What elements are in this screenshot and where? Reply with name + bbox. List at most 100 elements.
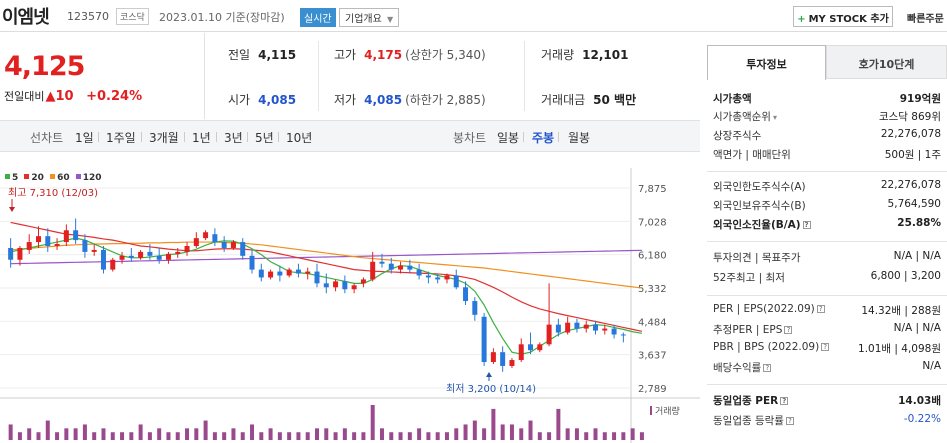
divider bbox=[278, 132, 279, 142]
foreign-limit-label: 외국인한도주식수(A) bbox=[713, 181, 806, 193]
candle-body bbox=[286, 269, 292, 276]
volume-bar bbox=[352, 432, 357, 440]
current-price: 4,125 bbox=[4, 51, 85, 82]
quote-date: 2023.01.10 기준(장마감) bbox=[159, 11, 285, 24]
candle-body bbox=[221, 242, 227, 248]
opinion-label: 투자의견 | 목표주가 bbox=[713, 252, 801, 264]
volume-bar bbox=[212, 432, 217, 440]
help-icon[interactable]: ? bbox=[784, 326, 793, 334]
period-3y[interactable]: 3년 bbox=[224, 131, 243, 145]
volume-bar bbox=[240, 432, 245, 440]
volume-bar bbox=[324, 428, 329, 440]
change-label: 전일대비 bbox=[4, 90, 45, 103]
candle-body bbox=[370, 261, 376, 280]
candle-body bbox=[54, 244, 60, 247]
period-1d[interactable]: 1일 bbox=[75, 131, 94, 145]
divider bbox=[318, 41, 319, 111]
price-change: 전일대비▲10 +0.24% bbox=[4, 88, 142, 104]
period-1y[interactable]: 1년 bbox=[192, 131, 211, 145]
volume-bar bbox=[547, 432, 552, 440]
divider bbox=[707, 384, 947, 385]
volume-bar bbox=[175, 432, 180, 440]
volume-bar bbox=[110, 432, 115, 440]
stock-header: 이엠넷 123570 코스닥 2023.01.10 기준(장마감) 실시간 기업… bbox=[0, 0, 947, 32]
quick-order-link[interactable]: 빠른주문 bbox=[907, 14, 944, 25]
chevron-down-icon[interactable]: ▾ bbox=[772, 113, 777, 122]
industry-per-value: 14.03배 bbox=[898, 395, 941, 407]
quote-summary: 전일 4,115 고가 4,175 (상한가 5,340) 거래량 12,101 시가 4… bbox=[206, 33, 700, 119]
est-per-label-text: 추정PER | EPS bbox=[713, 324, 783, 336]
volume-bar bbox=[17, 432, 22, 440]
market-badge: 코스닥 bbox=[116, 8, 149, 25]
help-icon[interactable]: ? bbox=[816, 305, 825, 313]
volume-bar bbox=[157, 428, 162, 440]
volume-bar bbox=[27, 428, 32, 440]
volume-bar bbox=[417, 428, 422, 440]
open-price: 시가 4,085 bbox=[228, 91, 296, 108]
period-10y[interactable]: 10년 bbox=[286, 131, 313, 145]
ma120-line bbox=[10, 249, 642, 265]
volume-bar bbox=[426, 432, 431, 440]
candle-body bbox=[351, 285, 357, 290]
dividend-value: N/A bbox=[922, 360, 941, 372]
help-icon[interactable]: ? bbox=[780, 397, 789, 405]
candle-body bbox=[388, 263, 394, 270]
candle-body bbox=[398, 265, 404, 270]
divider bbox=[216, 132, 217, 142]
candle-body bbox=[230, 242, 236, 248]
volume-bar bbox=[537, 432, 542, 440]
add-my-stock-button[interactable]: + MY STOCK 추가 bbox=[793, 6, 893, 27]
period-5y[interactable]: 5년 bbox=[255, 131, 274, 145]
candle-body bbox=[333, 281, 339, 288]
period-1w[interactable]: 1주일 bbox=[106, 131, 136, 145]
candle-body bbox=[212, 234, 218, 243]
prev-close-label: 전일 bbox=[228, 48, 251, 62]
info-tabs: 투자정보 호가10단계 bbox=[707, 45, 947, 80]
stock-chart[interactable]: 7,875 7,028 6,180 5,332 4,484 3,637 2,789 거래량 최고… bbox=[0, 168, 700, 443]
line-chart-label: 선차트 bbox=[30, 131, 64, 145]
volume-bar bbox=[621, 432, 626, 440]
shares-row: 상장주식수 22,276,078 bbox=[713, 128, 945, 144]
volume-bar bbox=[101, 428, 106, 440]
candle-daily[interactable]: 일봉 bbox=[497, 131, 520, 145]
candle-body bbox=[184, 246, 190, 252]
help-icon[interactable]: ? bbox=[802, 221, 811, 229]
tab-investment-info[interactable]: 투자정보 bbox=[707, 45, 826, 80]
candle-body bbox=[463, 287, 469, 302]
upper-limit: (상한가 5,340) bbox=[405, 48, 486, 62]
candle-body bbox=[342, 281, 348, 290]
volume-label: 거래량 bbox=[541, 48, 575, 62]
volume-bar bbox=[64, 428, 69, 440]
volume-bar bbox=[491, 408, 496, 440]
help-icon[interactable]: ? bbox=[785, 417, 794, 425]
volume-bar bbox=[593, 428, 598, 440]
ma120-swatch bbox=[75, 174, 81, 179]
candle-body bbox=[147, 251, 153, 256]
prev-close-value: 4,115 bbox=[258, 48, 297, 62]
per-label-text: PER | EPS(2022.09) bbox=[713, 303, 815, 315]
y-tick-label: 7,028 bbox=[638, 217, 667, 228]
candle-body bbox=[35, 236, 41, 243]
candle-body bbox=[63, 230, 69, 243]
candle-body bbox=[555, 324, 561, 333]
add-my-stock-label: MY STOCK 추가 bbox=[808, 14, 889, 25]
per-eps-row: PER | EPS(2022.09)? 14.32배 | 288원 bbox=[713, 303, 945, 319]
period-3m[interactable]: 3개월 bbox=[149, 131, 179, 145]
help-icon[interactable]: ? bbox=[763, 364, 772, 372]
realtime-button[interactable]: 실시간 bbox=[300, 8, 336, 27]
open-value: 4,085 bbox=[258, 93, 297, 107]
foreign-hold-value: 5,764,590 bbox=[887, 198, 941, 210]
candle-monthly[interactable]: 월봉 bbox=[568, 131, 591, 145]
y-tick-label: 7,875 bbox=[638, 184, 667, 195]
tab-orderbook-10[interactable]: 호가10단계 bbox=[826, 45, 947, 79]
company-overview-dropdown[interactable]: 기업개요 ▼ bbox=[339, 8, 400, 27]
candle-body bbox=[203, 232, 209, 239]
help-icon[interactable]: ? bbox=[821, 343, 830, 351]
par-label: 액면가 | 매매단위 bbox=[713, 149, 791, 161]
volume-bar bbox=[82, 424, 87, 440]
volume-bar bbox=[203, 420, 208, 440]
candle-body bbox=[435, 277, 441, 280]
candle-weekly[interactable]: 주봉 bbox=[532, 131, 555, 145]
candle-body bbox=[249, 255, 255, 270]
ma60-line bbox=[10, 241, 643, 289]
